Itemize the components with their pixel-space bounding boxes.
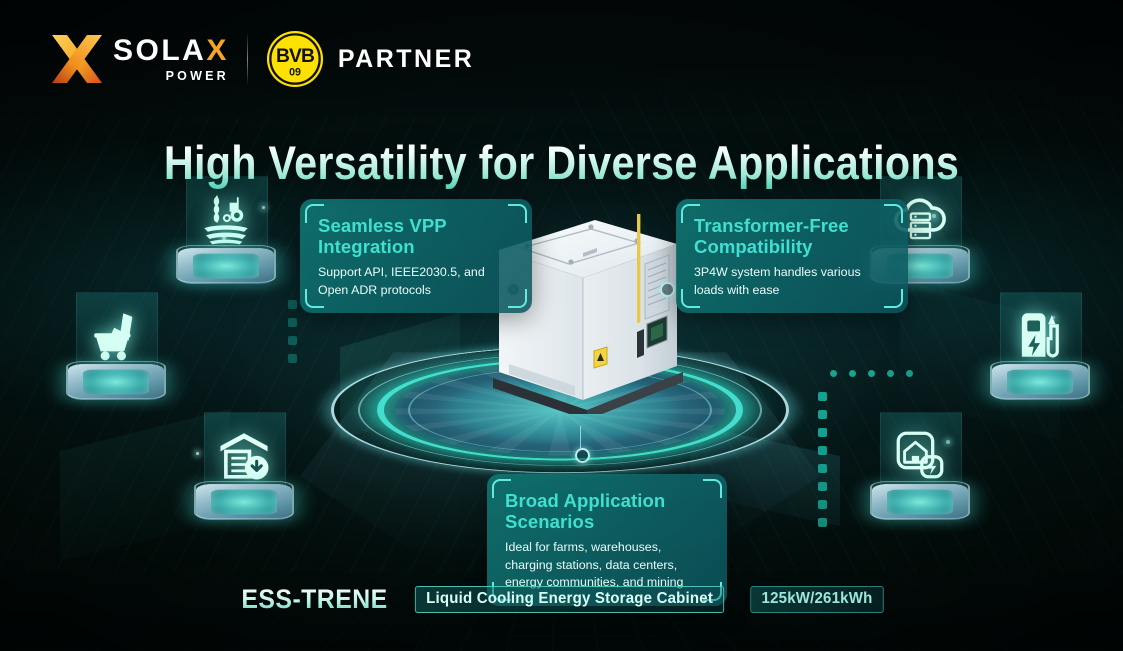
mine-cart-icon <box>94 313 133 361</box>
callout-body-transformer: 3P4W system handles various loads with e… <box>694 264 861 297</box>
product-description: Liquid Cooling Energy Storage Cabinet <box>415 586 725 613</box>
solax-logo[interactable]: SOLAX POWER <box>50 33 229 85</box>
page-title: High Versatility for Diverse Application… <box>67 135 1055 190</box>
callout-title-vpp: Seamless VPP Integration <box>318 215 447 258</box>
house-bolt-icon <box>896 431 944 479</box>
solax-x-icon <box>52 35 102 83</box>
energy-storage-cabinet <box>487 196 689 420</box>
partner-label: PARTNER <box>337 44 475 73</box>
bvb-borussia-dortmund-logo: BVB 09 <box>266 30 323 88</box>
scenario-node-mining[interactable] <box>58 292 174 432</box>
bvb-partner-block[interactable]: BVB 09 PARTNER <box>266 30 474 88</box>
solax-name-sub: POWER <box>165 68 229 83</box>
product-model: ESS-TRENE <box>241 584 389 614</box>
callout-title-transformer: Transformer-Free Compatibility <box>694 215 849 258</box>
ev-charging-station-icon <box>1021 313 1059 358</box>
callout-title-scenarios: Broad Application Scenarios <box>505 490 666 533</box>
svg-text:09: 09 <box>289 66 301 78</box>
scenario-node-charging[interactable] <box>982 292 1098 432</box>
tractor-farm-icon <box>204 195 248 245</box>
scenario-node-warehouse[interactable] <box>186 412 302 552</box>
solax-name-accent: X <box>206 33 229 67</box>
product-label-bar: ESS-TRENE Liquid Cooling Energy Storage … <box>0 584 1123 615</box>
callout-body-vpp: Support API, IEEE2030.5, and Open ADR pr… <box>318 264 485 297</box>
solax-wordmark: SOLAX POWER <box>113 33 229 83</box>
callout-card-transformer[interactable]: Transformer-Free Compatibility 3P4W syst… <box>676 199 908 314</box>
svg-text:BVB: BVB <box>276 46 315 67</box>
solax-name-main: SOLA <box>113 33 207 67</box>
scenario-node-community[interactable] <box>862 412 978 552</box>
callout-body-scenarios: Ideal for farms, warehouses, charging st… <box>505 539 684 590</box>
product-spec: 125kW/261kWh <box>749 586 884 613</box>
callout-card-scenarios[interactable]: Broad Application Scenarios Ideal for fa… <box>487 474 727 606</box>
warehouse-download-icon <box>220 433 269 480</box>
brand-header: SOLAX POWER BVB 09 PARTNER <box>50 30 474 88</box>
header-divider <box>246 32 248 86</box>
scenario-node-agriculture[interactable] <box>168 176 284 316</box>
callout-card-vpp[interactable]: Seamless VPP Integration Support API, IE… <box>300 199 532 314</box>
